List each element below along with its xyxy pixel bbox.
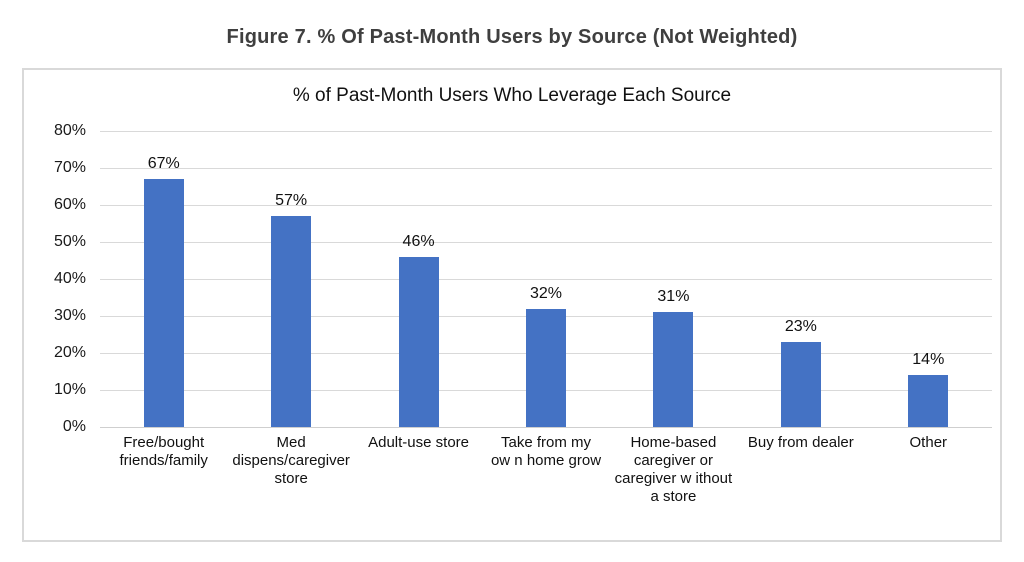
y-axis-tick-label: 20% [53,344,86,361]
bar [143,179,184,427]
gridline [100,168,992,169]
bar-value-label: 57% [275,192,308,210]
bar [780,341,821,427]
x-axis-category-label: Take from my ow n home grow [490,434,602,469]
bar [526,308,566,427]
bar-value-label: 67% [147,155,180,173]
bar [653,312,694,427]
chart-title: % of Past-Month Users Who Leverage Each … [292,85,732,106]
gridline [100,131,992,132]
bar-value-label: 32% [529,284,563,302]
plot-area: 67% 57% 46% 32% 31% 23% 14% [100,131,992,428]
y-axis-tick-label: 0% [62,418,86,435]
y-axis-tick-label: 10% [53,381,86,398]
figure-title: Figure 7. % Of Past-Month Users by Sourc… [226,26,798,48]
bar-value-label: 46% [402,232,435,250]
x-axis-category-label: Free/bought friends/family [119,434,208,469]
y-axis-tick-label: 60% [53,196,86,213]
y-axis-tick-label: 70% [53,159,86,176]
y-axis-tick-label: 30% [53,307,86,324]
x-axis-category-label: Adult-use store [368,434,469,451]
gridline [100,205,992,206]
y-axis-tick-label: 50% [53,233,86,250]
bar-value-label: 14% [912,351,945,369]
bar [908,375,949,427]
gridline [100,427,992,428]
x-axis-category-label: Home-based caregiver or caregiver w itho… [614,434,733,505]
gridline [100,242,992,243]
x-axis-category-label: Other [909,434,948,451]
chart-container: % of Past-Month Users Who Leverage Each … [22,68,1002,542]
gridline [100,279,992,280]
bar-value-label: 31% [657,288,690,306]
y-axis-tick-label: 80% [53,122,86,139]
x-axis-category-label: Buy from dealer [747,434,854,451]
y-axis-tick-label: 40% [53,270,86,287]
bar-value-label: 23% [784,317,817,335]
bar [398,256,439,427]
bar [271,216,312,427]
x-axis-category-label: Med dispens/caregiver store [232,434,350,487]
